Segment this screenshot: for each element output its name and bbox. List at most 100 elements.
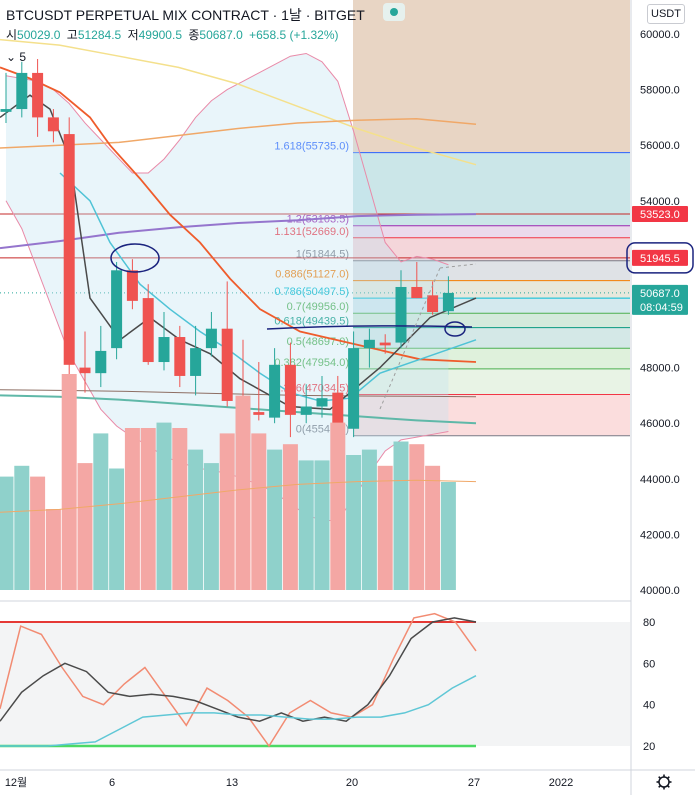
volume-bar (61, 374, 77, 590)
volume-bar (314, 460, 330, 590)
moving-average-line (0, 213, 477, 250)
volume-bar (77, 463, 93, 590)
fib-level-label: 0.618(49439.5) (274, 316, 349, 328)
fib-level-label: 0.7(49956.0) (287, 301, 349, 313)
fib-zone (353, 348, 630, 369)
price-axis-label: 56000.0 (640, 140, 680, 152)
candle-body (205, 328, 217, 349)
indicators-toggle[interactable]: ⌄ 5 (6, 50, 26, 64)
candle-body (332, 392, 344, 424)
candle-body (63, 134, 75, 365)
volume-bar (219, 433, 235, 590)
volume-bar (109, 468, 125, 590)
time-axis-label: 12월 (5, 776, 27, 789)
price-marker-value: 50687.0 (640, 288, 680, 300)
price-marker-value: 53523.0 (640, 209, 680, 221)
volume-bar (409, 444, 425, 590)
stoch-k-line (0, 612, 477, 748)
drawing-circle (444, 321, 466, 337)
moving-average-line (0, 389, 477, 398)
countdown-timer: 08:04:59 (640, 302, 683, 314)
currency-button[interactable]: USDT (647, 4, 685, 24)
volume-bar (330, 422, 346, 590)
chevron-down-icon: ⌄ (6, 50, 17, 64)
volume-bar (440, 482, 456, 590)
visibility-toggle-icon[interactable] (383, 3, 405, 21)
price-marker (632, 206, 688, 223)
low-label: 저 (127, 28, 139, 42)
drawing-circle (626, 242, 694, 274)
price-axis-label: 48000.0 (640, 363, 680, 375)
candle-body (269, 364, 281, 418)
fib-level-label: 0.786(50497.5) (274, 286, 349, 298)
candle-body (158, 337, 170, 363)
volume-bar (235, 395, 251, 590)
high-value: 51284.5 (77, 28, 122, 42)
fib-level-label: 1.618(55735.0) (274, 141, 349, 153)
drawing-trend-line (379, 263, 477, 410)
high-label: 고 (66, 28, 78, 42)
candle-body (348, 348, 360, 429)
low-value: 49900.5 (138, 28, 182, 42)
symbol-title[interactable]: BTCUSDT PERPETUAL MIX CONTRACT (6, 7, 269, 23)
candle-body (411, 286, 423, 299)
close-value: 50687.0 (199, 28, 243, 42)
candle-body (79, 367, 91, 374)
gear-icon-tooth (658, 776, 662, 780)
price-axis-label: 60000.0 (640, 29, 680, 41)
interval-label[interactable]: 1날 (281, 7, 302, 23)
gear-icon-tooth (666, 784, 670, 788)
volume-bar (45, 509, 61, 590)
volume-bar (156, 422, 172, 590)
candle-body (32, 72, 44, 118)
time-axis-label: 27 (468, 777, 480, 789)
candle-body (221, 328, 233, 401)
volume-bar (188, 449, 204, 590)
candle-body (111, 270, 123, 349)
volume-bar (30, 476, 46, 590)
volume-bar (0, 476, 14, 590)
moving-average-line (0, 66, 477, 363)
fib-zone (353, 152, 630, 226)
gear-icon-tooth (666, 776, 670, 780)
volume-bar (361, 449, 377, 590)
volume-bar (14, 465, 30, 590)
exchange-label: BITGET (314, 7, 365, 23)
price-axis-label: 58000.0 (640, 85, 680, 97)
candle-body (427, 295, 439, 312)
fib-zone (353, 368, 630, 395)
gear-icon-tooth (658, 784, 662, 788)
volume-bar (140, 428, 156, 590)
price-marker (632, 284, 688, 315)
time-axis-label: 20 (346, 777, 358, 789)
candle-body (16, 72, 28, 110)
candle-body (379, 342, 391, 346)
time-axis-label: 2022 (549, 777, 573, 789)
moving-average-line (0, 38, 477, 166)
volume-bar (251, 433, 267, 590)
volume-bar (282, 444, 298, 590)
volume-bar (172, 428, 188, 590)
price-axis (631, 0, 695, 795)
candle-body (300, 406, 312, 415)
volume-ma-line (0, 479, 477, 513)
volume-bar (203, 463, 219, 590)
candle-body (126, 270, 138, 301)
fib-zone (353, 237, 630, 261)
moving-average-line (0, 118, 477, 149)
fib-zone (353, 225, 630, 238)
volume-bar (267, 449, 283, 590)
price-marker (632, 249, 688, 266)
candle-body (284, 364, 296, 415)
price-axis-label: 44000.0 (640, 474, 680, 486)
gear-icon (656, 774, 672, 790)
open-label: 시 (6, 28, 18, 42)
change-value: +658.5 (+1.32%) (249, 28, 339, 42)
candle-body (47, 117, 59, 132)
fib-zone (353, 313, 630, 328)
open-value: 50029.0 (17, 28, 61, 42)
fib-zone (353, 327, 630, 349)
fib-level-label: 1.131(52669.0) (274, 226, 349, 238)
